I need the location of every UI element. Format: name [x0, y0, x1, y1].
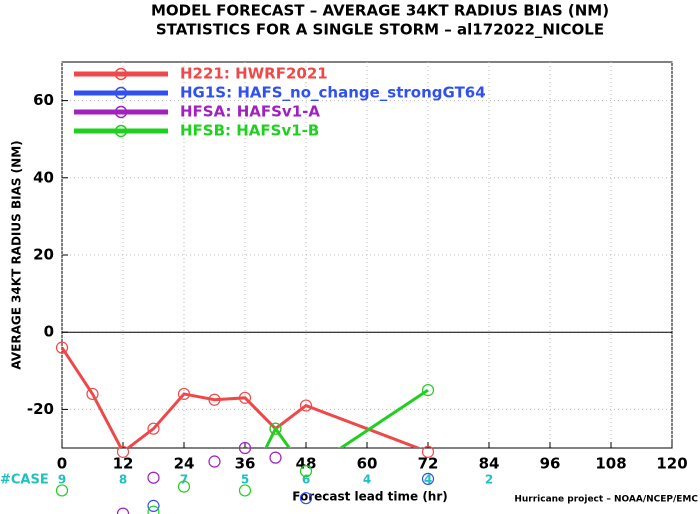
- case-count: 4: [424, 473, 432, 487]
- legend-label: H221: HWRF2021: [180, 65, 328, 83]
- data-point: [55, 341, 69, 354]
- x-tick-label: 24: [174, 455, 195, 473]
- data-point: [421, 445, 435, 458]
- y-tick-label: -20: [27, 400, 54, 418]
- case-count: 6: [302, 473, 310, 487]
- data-point: [86, 387, 99, 401]
- case-label: #CASE: [0, 473, 49, 488]
- data-point: [421, 472, 435, 485]
- data-point: [55, 484, 69, 497]
- y-tick-label: 0: [44, 323, 54, 341]
- legend-label: HFSA: HAFSv1-A: [180, 103, 320, 121]
- x-axis-label: Forecast lead time (hr): [292, 490, 448, 504]
- x-tick-label: 60: [357, 455, 378, 473]
- x-tick-label: 120: [656, 455, 687, 473]
- case-count: 7: [180, 473, 188, 487]
- x-tick-label: 72: [418, 455, 439, 473]
- data-point: [269, 451, 282, 464]
- x-tick-label: 108: [595, 455, 626, 473]
- data-point: [238, 484, 252, 497]
- data-point: [208, 455, 221, 468]
- series-line: [264, 388, 429, 448]
- data-point: [269, 422, 282, 435]
- data-point: [147, 505, 160, 514]
- series-lines: [62, 346, 429, 448]
- data-point: [147, 471, 160, 484]
- chart-title: MODEL FORECAST – AVERAGE 34KT RADIUS BIA…: [151, 2, 609, 20]
- legend-label: HFSB: HAFSv1-B: [180, 122, 319, 140]
- y-axis-label: AVERAGE 34KT RADIUS BIAS (NM): [10, 140, 24, 369]
- y-tick-label: 20: [33, 246, 54, 264]
- y-tick-label: 40: [33, 168, 54, 186]
- data-point: [147, 499, 160, 512]
- x-tick-label: 48: [296, 455, 317, 473]
- data-point: [299, 399, 313, 412]
- x-tick-label: 84: [479, 455, 500, 473]
- x-tick-label: 36: [235, 455, 256, 473]
- y-tick-label: 60: [33, 91, 54, 109]
- data-point: [116, 445, 130, 458]
- x-tick-label: 96: [540, 455, 561, 473]
- case-count: 2: [485, 473, 493, 487]
- case-count: 8: [119, 473, 127, 487]
- data-point: [299, 465, 313, 478]
- x-tick-label: 0: [57, 455, 67, 473]
- data-point: [147, 422, 160, 435]
- case-count: 5: [241, 473, 249, 487]
- case-count: 9: [58, 473, 66, 487]
- data-point: [177, 480, 191, 493]
- legend-label: HG1S: HAFS_no_change_strongGT64: [180, 84, 486, 102]
- legend-marker: [114, 105, 128, 119]
- series-line: [62, 346, 423, 448]
- data-point: [177, 387, 191, 401]
- chart-subtitle: STATISTICS FOR A SINGLE STORM – al172022…: [156, 21, 604, 39]
- data-point: [116, 507, 130, 514]
- data-point: [238, 441, 252, 455]
- footer: Hurricane project – NOAA/NCEP/EMC: [514, 495, 698, 505]
- x-tick-label: 12: [113, 455, 134, 473]
- case-count: 4: [363, 473, 371, 487]
- data-point: [421, 384, 435, 397]
- data-point: [238, 391, 252, 404]
- data-point: [299, 492, 313, 505]
- legend-marker: [114, 67, 128, 81]
- legend-marker: [114, 124, 128, 138]
- data-point: [208, 393, 221, 406]
- legend-marker: [114, 86, 128, 100]
